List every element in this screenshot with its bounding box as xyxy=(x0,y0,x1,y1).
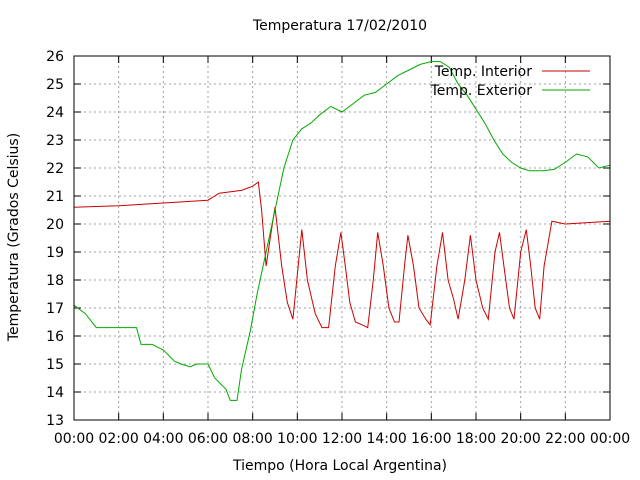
legend-label: Temp. Interior xyxy=(434,64,533,80)
x-tick-label: 18:00 xyxy=(456,431,496,447)
y-tick-label: 24 xyxy=(46,105,64,121)
plot-frame xyxy=(73,55,611,421)
y-tick-label: 23 xyxy=(46,133,64,149)
y-tick-label: 19 xyxy=(46,245,64,261)
x-tick-label: 22:00 xyxy=(545,431,585,447)
x-tick-label: 08:00 xyxy=(232,431,272,447)
series-group xyxy=(73,61,611,401)
y-tick-label: 14 xyxy=(46,385,64,401)
x-tick-label: 10:00 xyxy=(277,431,317,447)
x-axis-label: Tiempo (Hora Local Argentina) xyxy=(232,458,447,474)
x-tick-label: 00:00 xyxy=(590,431,630,447)
series-line-interior xyxy=(73,181,611,329)
x-tick-label: 04:00 xyxy=(143,431,183,447)
y-tick-label: 16 xyxy=(46,329,64,345)
y-tick-label: 18 xyxy=(46,273,64,289)
x-tick-label: 16:00 xyxy=(411,431,451,447)
x-tick-label: 20:00 xyxy=(500,431,540,447)
y-tick-label: 13 xyxy=(46,413,64,429)
y-axis-label: Temperatura (Grados Celsius) xyxy=(6,133,22,342)
x-tick-label: 12:00 xyxy=(322,431,362,447)
series-line-exterior xyxy=(73,61,611,401)
y-tick-label: 21 xyxy=(46,189,64,205)
y-tick-label: 15 xyxy=(46,357,64,373)
x-tick-label: 02:00 xyxy=(98,431,138,447)
y-tick-label: 22 xyxy=(46,161,64,177)
y-tick-label: 17 xyxy=(46,301,64,317)
y-tick-label: 20 xyxy=(46,217,64,233)
x-tick-label: 14:00 xyxy=(366,431,406,447)
y-tick-label: 25 xyxy=(46,77,64,93)
x-tick-label: 06:00 xyxy=(188,431,228,447)
legend: Temp. Interior Temp. Exterior xyxy=(430,64,590,99)
x-tick-label: 00:00 xyxy=(54,431,94,447)
chart-title: Temperatura 17/02/2010 xyxy=(252,18,427,34)
y-tick-label: 26 xyxy=(46,49,64,65)
legend-label: Temp. Exterior xyxy=(430,83,533,99)
grid xyxy=(74,56,610,420)
